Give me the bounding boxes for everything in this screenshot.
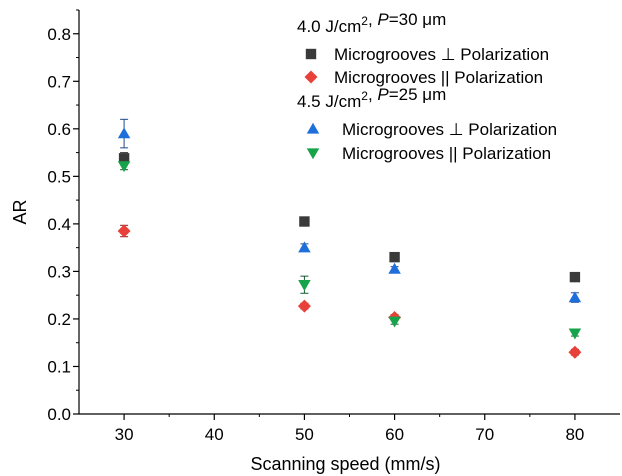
x-tick-label: 70: [475, 425, 494, 444]
data-point: [298, 280, 311, 291]
data-point: [568, 345, 582, 359]
x-tick-label: 80: [565, 425, 584, 444]
data-point: [569, 271, 581, 283]
x-tick-label: 40: [205, 425, 224, 444]
data-point: [117, 161, 131, 173]
legend-heading: 4.5 J/cm2, P=25 μm: [297, 85, 446, 111]
y-tick-label: 0.4: [47, 215, 71, 234]
legend-heading-unit: J/cm: [325, 92, 361, 111]
x-axis-title: Scanning speed (mm/s): [250, 454, 440, 474]
legend-group-1: 4.5 J/cm2, P=25 μm Microgrooves ⊥ Polariz…: [297, 85, 557, 163]
y-tick-label: 0.5: [47, 167, 71, 186]
x-tick-label: 30: [115, 425, 134, 444]
data-point: [388, 262, 401, 274]
legend-heading-sup: 2: [361, 14, 368, 28]
legend-heading-value: 4.0: [297, 17, 321, 36]
data-point: [389, 251, 400, 263]
y-tick-label: 0.8: [47, 25, 71, 44]
y-tick-label: 0.3: [47, 262, 71, 281]
legend-entry-label: Microgrooves ⊥ Polarization: [334, 45, 549, 64]
y-tick-label: 0.0: [47, 405, 71, 424]
data-point: [388, 316, 401, 328]
data-point: [118, 153, 130, 164]
series-0: [118, 152, 581, 283]
legend-marker: [306, 148, 320, 160]
y-tick-label: 0.7: [47, 72, 71, 91]
x-tick-label: 60: [385, 425, 404, 444]
legend-entry-label: Microgrooves || Polarization: [334, 68, 543, 87]
series-3: [117, 161, 582, 340]
legend-heading-value: 4.5: [297, 92, 321, 111]
data-point: [117, 127, 131, 139]
y-tick-label: 0.2: [47, 310, 71, 329]
legend-heading-unit: J/cm: [325, 17, 361, 36]
y-tick-label: 0.1: [47, 357, 71, 376]
legend-group-0: 4.0 J/cm2, P=30 μm Microgrooves ⊥ Polariz…: [297, 10, 549, 87]
x-tick-label: 50: [295, 425, 314, 444]
data-point: [568, 328, 582, 340]
legend-heading: 4.0 J/cm2, P=30 μm: [297, 10, 446, 36]
plot-layer: 30 40 50 60 70 80 0.0 0.1 0.2 0.3 0.4 0.5 0.6 0.7 0.8 S…: [10, 9, 620, 474]
legend-heading-sep: ,: [368, 85, 377, 104]
data-point: [568, 291, 582, 303]
legend-entry-label: Microgrooves ⊥ Polarization: [342, 120, 557, 139]
series-1: [117, 224, 582, 359]
legend-marker: [304, 70, 318, 84]
legend-heading-rest: =25 μm: [389, 85, 447, 104]
y-tick-label: 0.6: [47, 120, 71, 139]
legend-heading-sep: ,: [368, 10, 377, 29]
legend-marker: [305, 48, 317, 60]
legend-marker: [306, 122, 320, 134]
series-2: [117, 118, 582, 303]
data-point: [298, 241, 311, 253]
data-point: [117, 224, 131, 238]
legend-heading-sup: 2: [361, 89, 368, 103]
legend-heading-rest: =30 μm: [389, 10, 447, 29]
legend-heading-param: P: [377, 10, 389, 29]
y-axis-title: AR: [10, 199, 30, 224]
legend-heading-param: P: [377, 85, 389, 104]
data-point: [299, 216, 310, 227]
data-point: [297, 299, 311, 313]
legend-entry-label: Microgrooves || Polarization: [342, 144, 551, 163]
